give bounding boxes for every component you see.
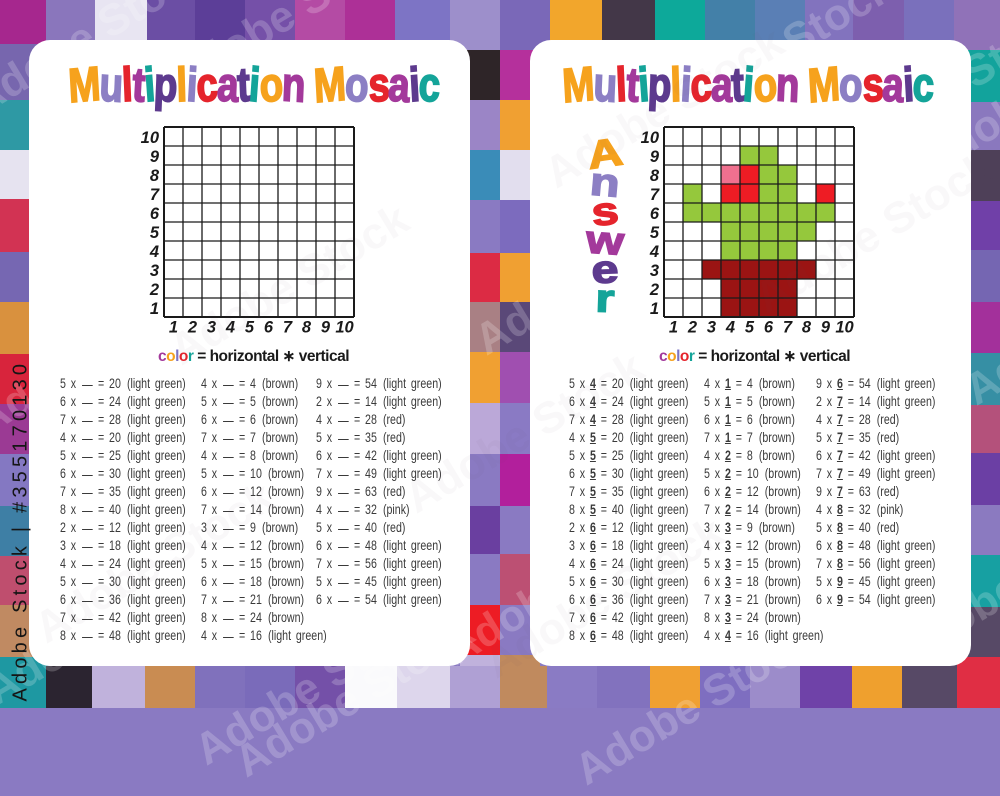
svg-text:1: 1 bbox=[650, 300, 659, 318]
svg-text:7: 7 bbox=[283, 319, 293, 337]
svg-text:2: 2 bbox=[649, 281, 659, 299]
svg-text:9: 9 bbox=[821, 319, 831, 337]
svg-text:6: 6 bbox=[650, 205, 660, 223]
svg-text:2: 2 bbox=[149, 281, 159, 299]
svg-text:5: 5 bbox=[150, 224, 160, 242]
svg-text:4: 4 bbox=[649, 243, 659, 261]
svg-text:10: 10 bbox=[335, 319, 354, 337]
svg-text:4: 4 bbox=[225, 319, 235, 337]
svg-text:7: 7 bbox=[783, 319, 793, 337]
svg-text:4: 4 bbox=[149, 243, 159, 261]
svg-text:8: 8 bbox=[302, 319, 312, 337]
svg-text:6: 6 bbox=[764, 319, 774, 337]
svg-text:10: 10 bbox=[641, 129, 660, 147]
svg-text:8: 8 bbox=[650, 167, 660, 185]
svg-text:3: 3 bbox=[707, 319, 716, 337]
svg-text:10: 10 bbox=[141, 129, 160, 147]
svg-text:3: 3 bbox=[650, 262, 659, 280]
svg-text:3: 3 bbox=[207, 319, 216, 337]
svg-text:9: 9 bbox=[321, 319, 331, 337]
svg-text:8: 8 bbox=[802, 319, 812, 337]
svg-text:5: 5 bbox=[745, 319, 755, 337]
svg-text:9: 9 bbox=[650, 148, 660, 166]
svg-text:7: 7 bbox=[650, 186, 660, 204]
svg-text:5: 5 bbox=[650, 224, 660, 242]
svg-text:4: 4 bbox=[725, 319, 735, 337]
svg-text:9: 9 bbox=[150, 148, 160, 166]
svg-text:10: 10 bbox=[835, 319, 854, 337]
svg-text:6: 6 bbox=[264, 319, 274, 337]
svg-text:6: 6 bbox=[150, 205, 160, 223]
svg-text:5: 5 bbox=[245, 319, 255, 337]
svg-text:3: 3 bbox=[150, 262, 159, 280]
svg-text:1: 1 bbox=[169, 319, 178, 337]
svg-text:2: 2 bbox=[687, 319, 697, 337]
svg-text:1: 1 bbox=[150, 300, 159, 318]
svg-text:2: 2 bbox=[187, 319, 197, 337]
svg-text:8: 8 bbox=[150, 167, 160, 185]
svg-text:7: 7 bbox=[150, 186, 160, 204]
svg-text:1: 1 bbox=[669, 319, 678, 337]
